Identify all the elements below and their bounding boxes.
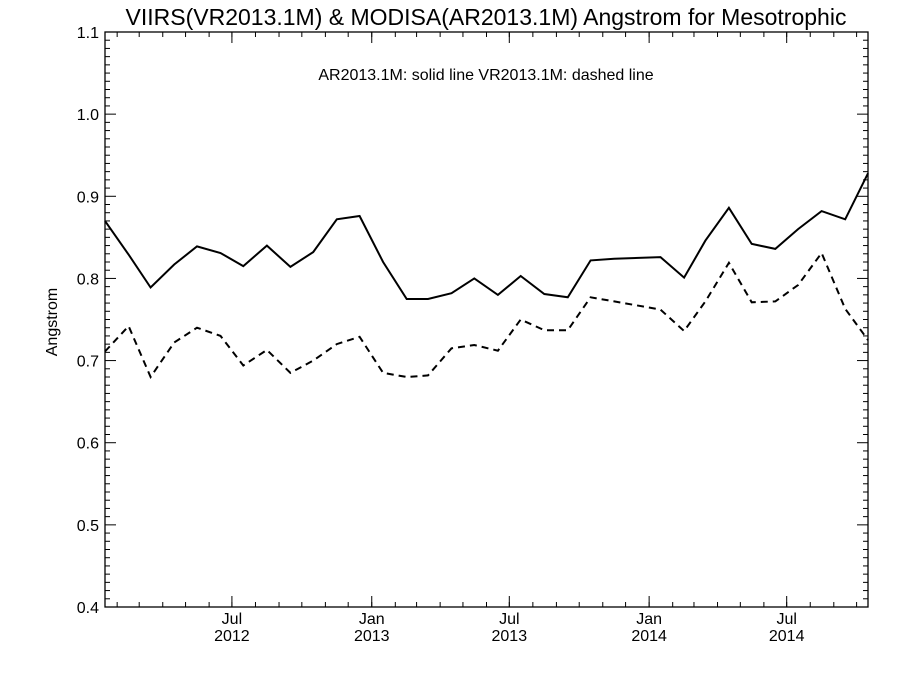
y-axis: 0.4 0.5 0.6 0.7 0.8 0.9 1.0 1.1 <box>77 25 868 617</box>
series-line-ar2013-1m <box>104 172 869 300</box>
y-tick-label: 0.7 <box>77 354 99 371</box>
series-group <box>104 172 869 380</box>
x-tick-label-month: Jul <box>776 611 796 628</box>
x-tick-label-month: Jan <box>636 611 662 628</box>
x-tick-label-year: 2014 <box>769 628 805 645</box>
y-tick-label: 0.6 <box>77 436 99 453</box>
chart-annotation: AR2013.1M: solid line VR2013.1M: dashed … <box>318 67 653 84</box>
series-line-vr2013-1m <box>104 250 869 380</box>
y-axis-label: Angstrom <box>44 288 61 356</box>
plot-frame <box>104 31 869 608</box>
x-tick-label-year: 2013 <box>492 628 528 645</box>
x-tick-label-month: Jan <box>359 611 385 628</box>
y-tick-label: 1.1 <box>77 25 99 42</box>
y-tick-label: 0.9 <box>77 189 99 206</box>
chart-title: VIIRS(VR2013.1M) & MODISA(AR2013.1M) Ang… <box>126 4 847 30</box>
x-tick-label-year: 2012 <box>214 628 250 645</box>
y-tick-label: 1.0 <box>77 107 99 124</box>
x-tick-label-year: 2014 <box>631 628 667 645</box>
y-tick-label: 0.8 <box>77 271 99 288</box>
x-tick-label-month: Jul <box>222 611 242 628</box>
x-tick-label-month: Jul <box>499 611 519 628</box>
y-tick-label: 0.5 <box>77 518 99 535</box>
x-tick-label-year: 2013 <box>354 628 390 645</box>
y-tick-label: 0.4 <box>77 600 99 617</box>
